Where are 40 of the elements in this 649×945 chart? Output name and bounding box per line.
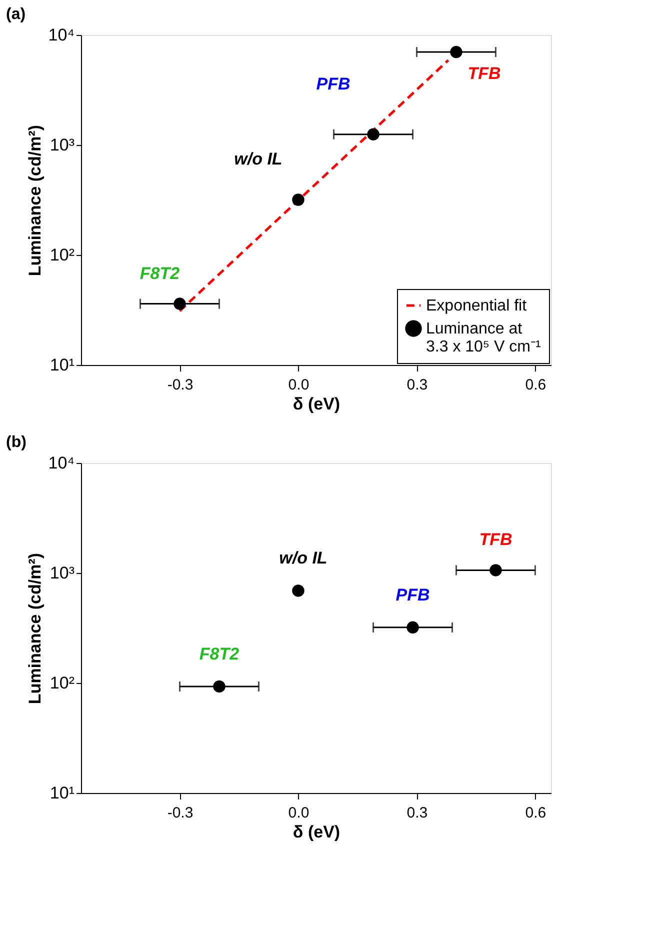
annotation: PFB — [316, 74, 350, 94]
annotation: F8T2 — [199, 644, 240, 664]
chart-title: (a) — [6, 6, 26, 23]
x-tick-label: 0.6 — [525, 376, 546, 394]
x-tick-label: 0.3 — [406, 804, 428, 822]
point — [490, 564, 502, 576]
legend-label: Exponential fit — [426, 298, 528, 314]
point — [174, 298, 186, 310]
y-axis-title: Luminance (cd/m²) — [25, 124, 44, 276]
y-tick-label: 10⁴ — [48, 454, 74, 472]
annotation: w/o IL — [279, 548, 328, 568]
point — [292, 584, 304, 597]
x-tick-label: 0.0 — [288, 376, 310, 394]
point — [213, 680, 226, 693]
point — [450, 46, 462, 58]
legend-label: Luminance at 3.3 x 10⁵ V cm⁻¹ — [426, 320, 541, 356]
annotation: F8T2 — [140, 264, 180, 283]
y-tick-label: 10¹ — [50, 784, 75, 802]
point — [406, 621, 419, 634]
point — [367, 128, 380, 140]
y-tick-label: 10³ — [50, 136, 75, 154]
y-tick-label: 10³ — [50, 564, 75, 582]
x-axis-title: δ (eV) — [292, 394, 340, 414]
y-tick-label: 10² — [50, 674, 75, 692]
annotation: PFB — [396, 585, 430, 604]
annotation: TFB — [479, 530, 512, 550]
x-tick-label: -0.3 — [167, 804, 194, 822]
y-tick-label: 10⁴ — [48, 26, 74, 44]
point — [292, 194, 304, 206]
chart-title: (b) — [6, 434, 26, 451]
x-tick-label: 0.3 — [406, 376, 428, 394]
y-tick-label: 10² — [50, 246, 75, 264]
y-tick-label: 10¹ — [50, 356, 75, 374]
x-axis-title: δ (eV) — [292, 822, 340, 842]
x-tick-label: 0.6 — [525, 804, 546, 822]
x-tick-label: -0.3 — [167, 376, 194, 394]
annotation: TFB — [468, 64, 501, 84]
y-axis-title: Luminance (cd/m²) — [25, 552, 44, 704]
annotation: w/o IL — [234, 150, 282, 169]
x-tick-label: 0.0 — [288, 804, 310, 822]
